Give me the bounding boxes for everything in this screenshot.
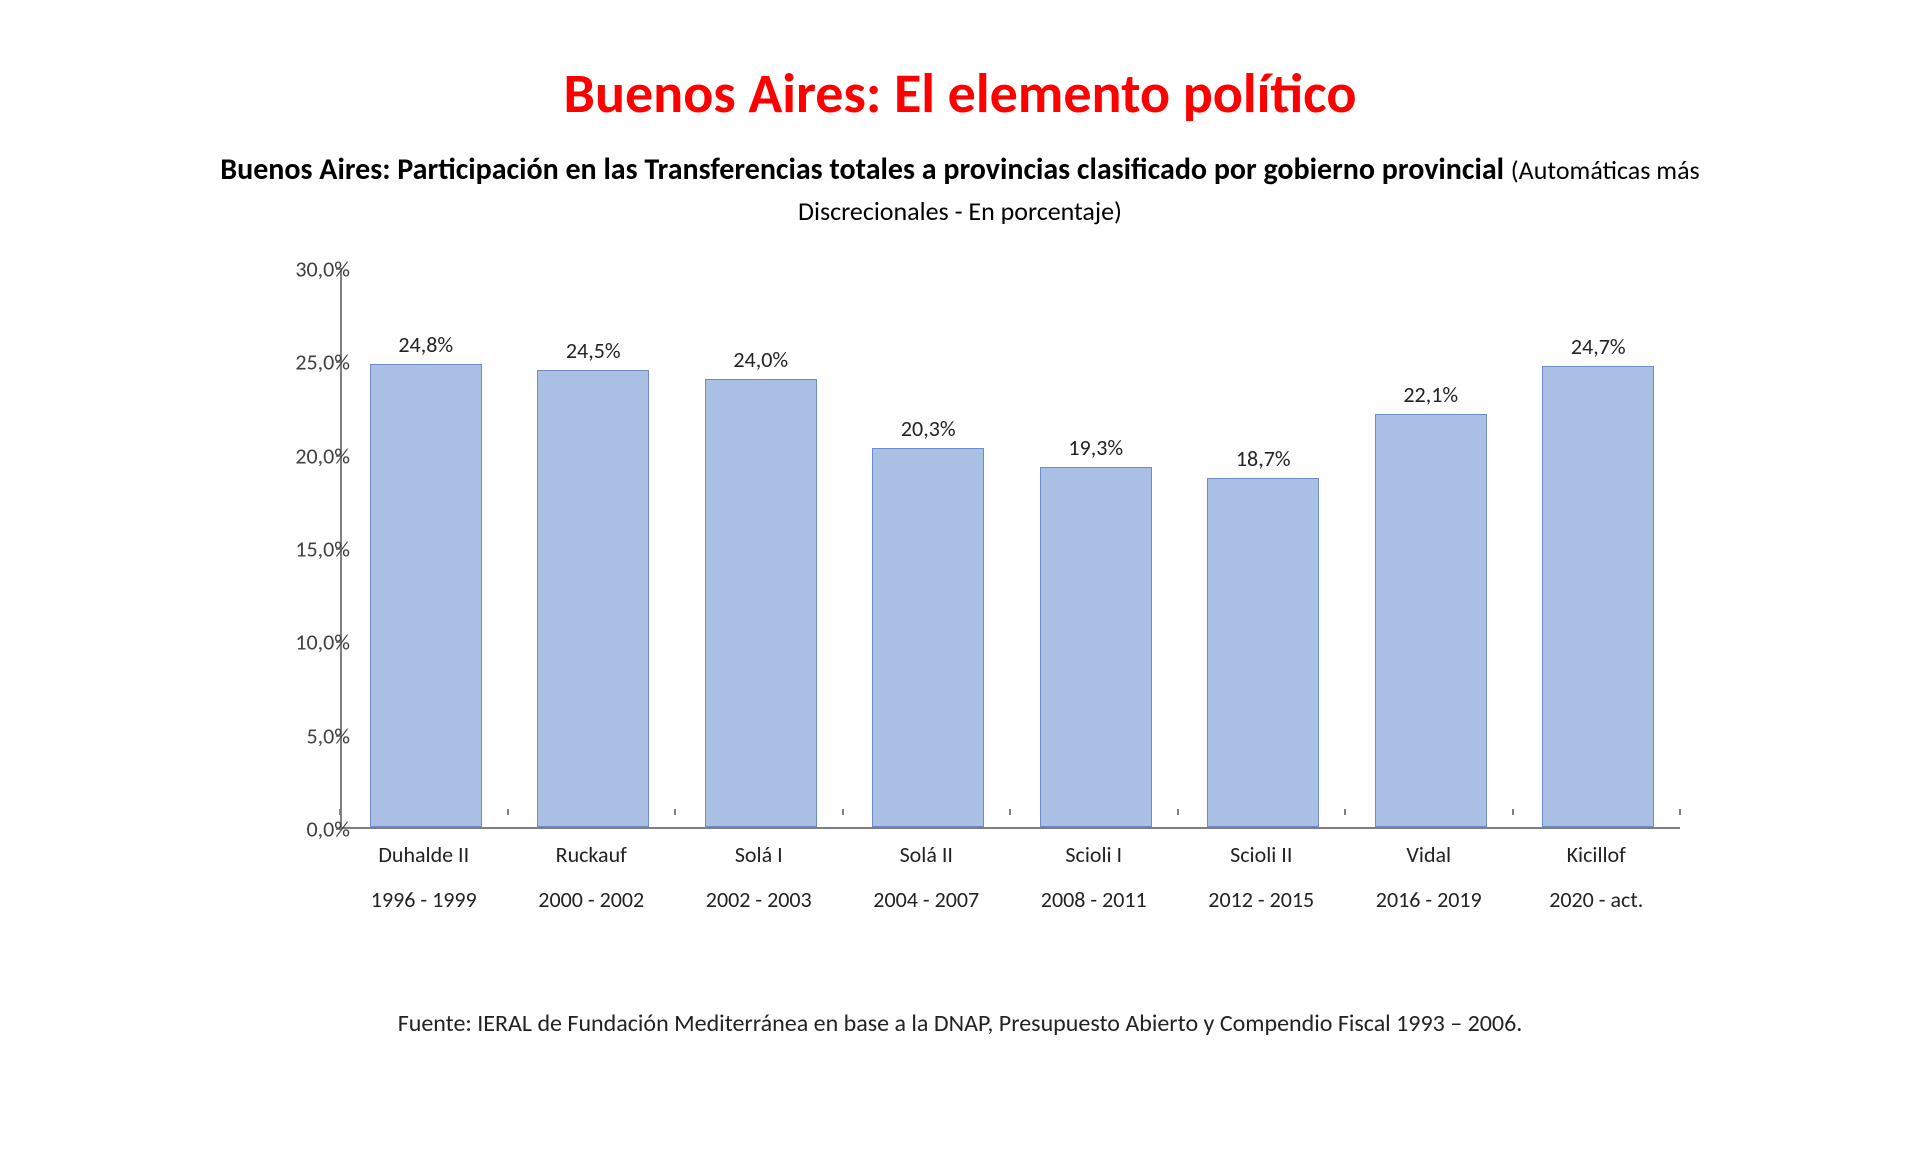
x-category-name: Ruckauf bbox=[508, 837, 676, 872]
x-tick-mark bbox=[507, 809, 509, 815]
bar-rect bbox=[537, 370, 649, 827]
x-category-label: Duhalde II 1996 - 1999 bbox=[340, 837, 508, 917]
bar-rect bbox=[1207, 478, 1319, 827]
x-tick-mark bbox=[1512, 809, 1514, 815]
x-category-label: Solá I 2002 - 2003 bbox=[675, 837, 843, 917]
x-tick-mark bbox=[339, 809, 341, 815]
y-tick-label: 5,0% bbox=[240, 722, 350, 749]
x-category-label: Scioli II 2012 - 2015 bbox=[1178, 837, 1346, 917]
y-tick-label: 20,0% bbox=[240, 442, 350, 469]
bar-rect bbox=[1375, 414, 1487, 827]
chart-subtitle-bold: Buenos Aires: Participación en las Trans… bbox=[220, 151, 1504, 188]
bar: 24,5% bbox=[537, 370, 649, 827]
y-tick-label: 30,0% bbox=[240, 256, 350, 283]
x-category-label: Vidal 2016 - 2019 bbox=[1345, 837, 1513, 917]
x-category-period: 2008 - 2011 bbox=[1010, 882, 1178, 917]
x-category-period: 2012 - 2015 bbox=[1178, 882, 1346, 917]
x-tick-mark bbox=[674, 809, 676, 815]
x-category-period: 2016 - 2019 bbox=[1345, 882, 1513, 917]
bar-rect bbox=[1542, 366, 1654, 827]
bar-value-label: 24,5% bbox=[566, 337, 621, 364]
x-category-period: 2000 - 2002 bbox=[508, 882, 676, 917]
x-category-label: Solá II 2004 - 2007 bbox=[843, 837, 1011, 917]
x-category-name: Vidal bbox=[1345, 837, 1513, 872]
x-category-name: Scioli II bbox=[1178, 837, 1346, 872]
y-tick-label: 10,0% bbox=[240, 629, 350, 656]
bar: 24,7% bbox=[1542, 366, 1654, 827]
x-category-period: 2020 - act. bbox=[1513, 882, 1681, 917]
x-category-period: 2002 - 2003 bbox=[675, 882, 843, 917]
bar-rect bbox=[370, 364, 482, 827]
bar-rect bbox=[1040, 467, 1152, 827]
plot-area: 24,8% 24,5% 24,0% 20,3% 19,3% 18,7% 22,1% 24,7% bbox=[340, 269, 1680, 829]
x-category-label: Kicillof 2020 - act. bbox=[1513, 837, 1681, 917]
bar-value-label: 19,3% bbox=[1068, 434, 1123, 461]
bar: 18,7% bbox=[1207, 478, 1319, 827]
bar-value-label: 24,8% bbox=[398, 331, 453, 358]
bar-rect bbox=[872, 448, 984, 827]
bar-value-label: 20,3% bbox=[901, 415, 956, 442]
bar-chart: 24,8% 24,5% 24,0% 20,3% 19,3% 18,7% 22,1% 24,7%… bbox=[220, 249, 1700, 969]
x-category-label: Ruckauf 2000 - 2002 bbox=[508, 837, 676, 917]
x-category-name: Scioli I bbox=[1010, 837, 1178, 872]
bar-value-label: 24,7% bbox=[1571, 333, 1626, 360]
chart-source: Fuente: IERAL de Fundación Mediterránea … bbox=[398, 1009, 1523, 1038]
bar-value-label: 18,7% bbox=[1236, 445, 1291, 472]
bar: 20,3% bbox=[872, 448, 984, 827]
bar-value-label: 24,0% bbox=[733, 346, 788, 373]
x-tick-mark bbox=[1679, 809, 1681, 815]
x-tick-mark bbox=[1177, 809, 1179, 815]
page-title: Buenos Aires: El elemento político bbox=[564, 60, 1357, 128]
x-category-label: Scioli I 2008 - 2011 bbox=[1010, 837, 1178, 917]
x-category-name: Solá I bbox=[675, 837, 843, 872]
x-category-name: Duhalde II bbox=[340, 837, 508, 872]
page: Buenos Aires: El elemento político Bueno… bbox=[0, 0, 1920, 1150]
y-tick-label: 25,0% bbox=[240, 349, 350, 376]
y-tick-label: 0,0% bbox=[240, 816, 350, 843]
x-tick-mark bbox=[1009, 809, 1011, 815]
bar-rect bbox=[705, 379, 817, 827]
x-category-period: 1996 - 1999 bbox=[340, 882, 508, 917]
y-tick-label: 15,0% bbox=[240, 536, 350, 563]
bar: 24,0% bbox=[705, 379, 817, 827]
x-tick-mark bbox=[842, 809, 844, 815]
bar-value-label: 22,1% bbox=[1403, 381, 1458, 408]
bar: 22,1% bbox=[1375, 414, 1487, 827]
x-category-period: 2004 - 2007 bbox=[843, 882, 1011, 917]
chart-subtitle: Buenos Aires: Participación en las Trans… bbox=[210, 150, 1710, 231]
bar: 19,3% bbox=[1040, 467, 1152, 827]
x-tick-mark bbox=[1344, 809, 1346, 815]
x-category-name: Kicillof bbox=[1513, 837, 1681, 872]
bar: 24,8% bbox=[370, 364, 482, 827]
x-category-name: Solá II bbox=[843, 837, 1011, 872]
